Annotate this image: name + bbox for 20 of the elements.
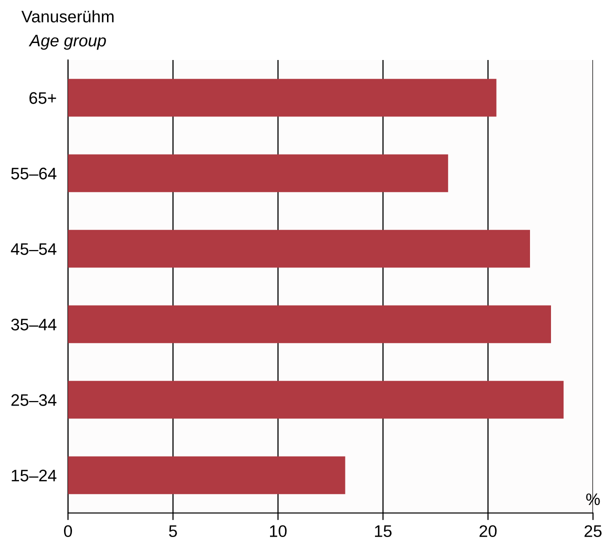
bar (68, 305, 551, 344)
y-tick-label: 45–54 (10, 243, 56, 255)
bar (68, 154, 448, 192)
y-tick-label: 65+ (29, 92, 56, 104)
x-tick-label: 15 (375, 525, 392, 538)
y-tick-label: 15–24 (12, 470, 56, 482)
bar (68, 380, 564, 419)
bar (68, 456, 346, 494)
x-tick-label: 0 (64, 525, 72, 538)
x-tick-label: 10 (270, 525, 287, 538)
bar (68, 230, 530, 268)
chart-subtitle: Age group (28, 34, 106, 50)
x-tick-label: 5 (169, 525, 177, 538)
y-tick-label: 35–44 (11, 318, 56, 330)
bar (68, 78, 496, 117)
x-tick-label: 25 (584, 525, 602, 538)
y-tick-label: 55–64 (11, 168, 56, 180)
y-tick-label: 25–34 (11, 394, 56, 406)
x-tick-label: 20 (480, 525, 497, 538)
chart-title: Vanuserühm (21, 10, 114, 22)
